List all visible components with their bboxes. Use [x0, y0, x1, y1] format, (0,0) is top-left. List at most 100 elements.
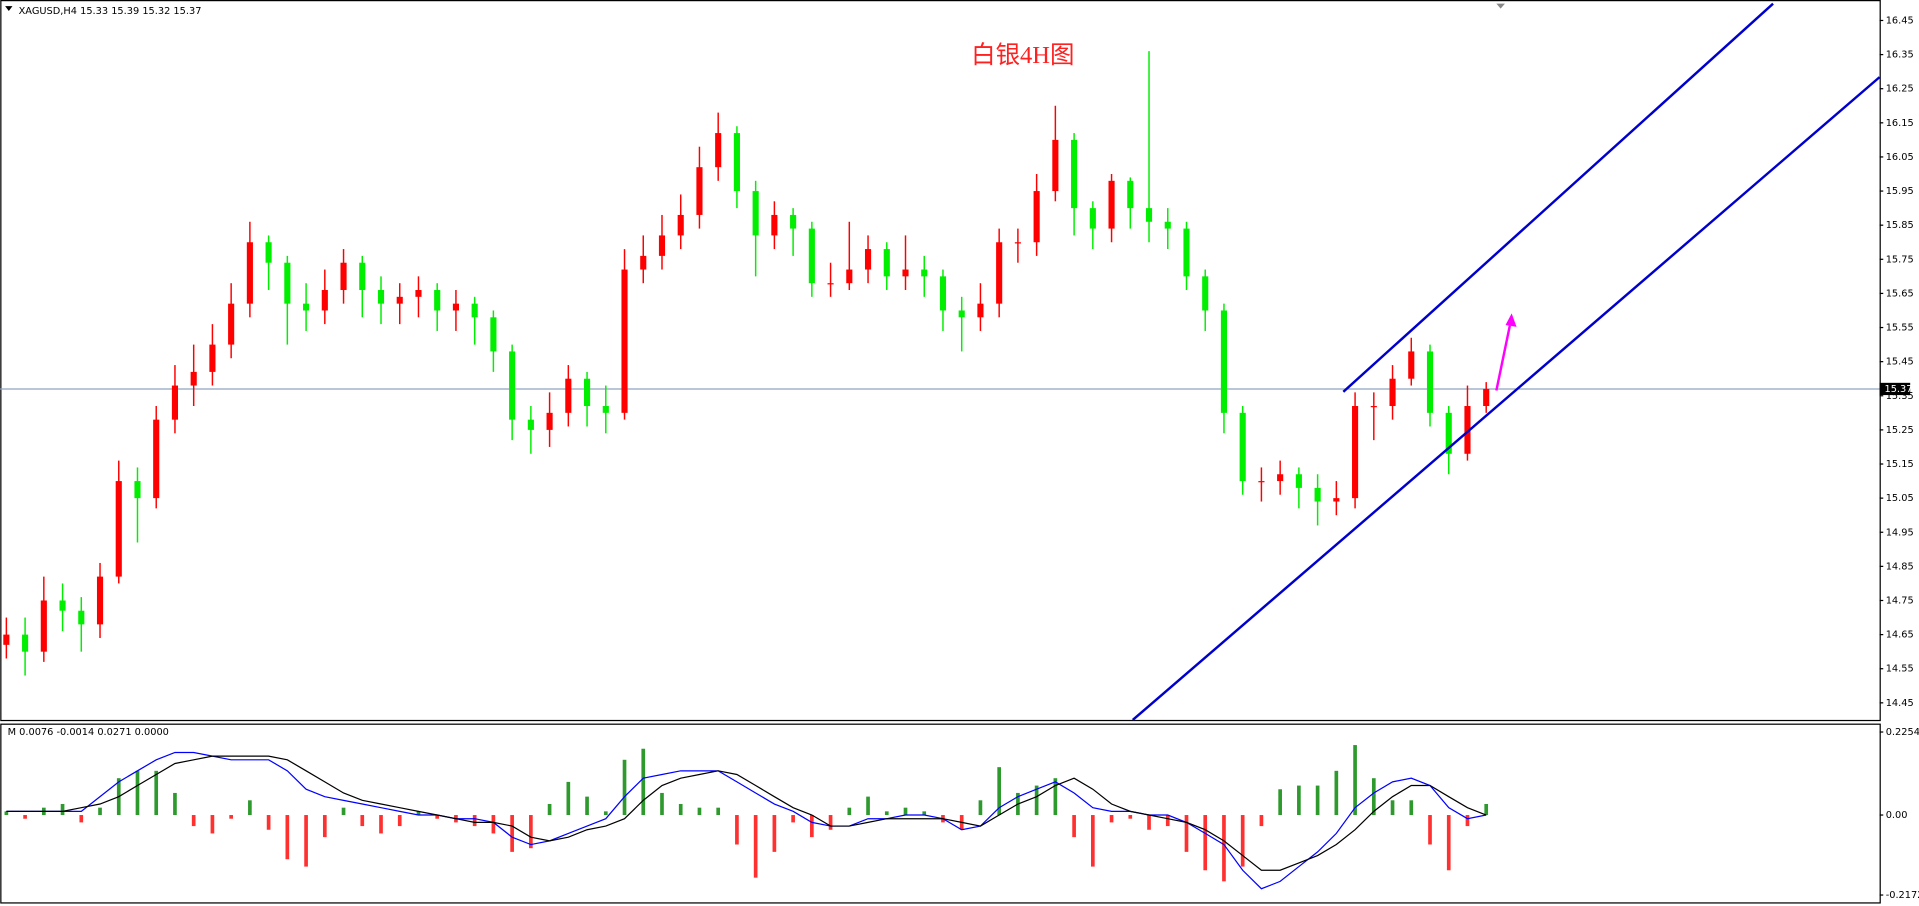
candle-body: [190, 371, 197, 386]
macd-histogram-bar: [1222, 815, 1226, 882]
macd-histogram-bar: [1147, 815, 1151, 830]
y-tick-label: 16.35: [1886, 50, 1914, 61]
macd-histogram-bar: [641, 748, 646, 816]
macd-histogram-bar: [1465, 815, 1470, 827]
candle-body: [377, 290, 385, 304]
candle-body: [1014, 242, 1021, 244]
candle-body: [1333, 498, 1340, 502]
candle-body: [771, 214, 778, 236]
macd-histogram-bar: [285, 815, 290, 860]
y-tick-label: 15.55: [1886, 323, 1914, 334]
macd-line: [6, 751, 1487, 890]
macd-histogram-bar: [660, 792, 664, 816]
candle-body: [228, 303, 235, 345]
macd-title: M 0.0076 -0.0014 0.0271 0.0000: [8, 727, 169, 738]
y-tick-label: 15.65: [1886, 288, 1914, 299]
candle-body: [527, 419, 534, 430]
candle-body: [1352, 406, 1359, 499]
macd-histogram-bar: [772, 815, 777, 852]
macd-panel-frame: [0, 723, 1881, 904]
y-tick-label: 15.05: [1886, 493, 1914, 504]
candle-body: [171, 385, 179, 420]
candle-body: [546, 412, 553, 430]
macd-histogram-bar: [1390, 800, 1395, 816]
candle-body: [696, 167, 703, 215]
candle-body: [883, 249, 890, 277]
candle-body: [396, 296, 403, 304]
candle-body: [1071, 139, 1078, 209]
macd-histogram-bar: [416, 811, 421, 816]
candle-body: [1033, 191, 1040, 243]
macd-histogram-bar: [397, 815, 402, 827]
macd-histogram-bar: [341, 807, 346, 816]
y-tick-label: 14.85: [1886, 561, 1914, 572]
dropdown-icon[interactable]: [5, 6, 13, 12]
candle-body: [1258, 481, 1265, 483]
macd-histogram-bar: [154, 770, 159, 816]
candle-body: [1108, 180, 1115, 229]
macd-histogram-bar: [1409, 800, 1414, 816]
macd-histogram-bar: [1334, 770, 1339, 816]
macd-histogram-bar: [135, 770, 140, 816]
macd-histogram-bar: [1090, 815, 1095, 867]
macd-histogram-bar: [435, 815, 440, 819]
candle-body: [1220, 310, 1228, 413]
macd-histogram-bar: [566, 781, 571, 816]
current-price-box: [1879, 382, 1911, 396]
macd-histogram-bar: [322, 815, 327, 838]
candle-body: [303, 303, 310, 311]
annotation: 白银4H图: [971, 41, 1074, 69]
candle-body: [3, 634, 10, 645]
candle-body: [452, 303, 459, 311]
candle-body: [565, 378, 572, 413]
y-tick-label: 15.15: [1886, 459, 1914, 470]
macd-line: [6, 755, 1487, 871]
macd-histogram-bar: [847, 807, 852, 816]
projection-arrow: [1495, 325, 1512, 391]
candle-body: [1445, 412, 1452, 454]
shift-marker[interactable]: [1496, 3, 1505, 9]
macd-histogram-bar: [1109, 815, 1114, 823]
macd-histogram-bar: [1428, 815, 1432, 845]
macd-histogram-bar: [510, 815, 514, 852]
macd-histogram-bar: [716, 807, 721, 816]
macd-histogram-bar: [678, 803, 683, 816]
y-tick-label: 15.45: [1886, 357, 1914, 368]
candle-body: [1464, 406, 1471, 454]
macd-histogram-bar: [529, 815, 533, 849]
y-tick-label: 16.05: [1886, 152, 1914, 163]
candle-body: [1145, 208, 1153, 222]
macd-histogram-bar: [791, 815, 795, 823]
macd-histogram-bar: [1278, 789, 1282, 816]
candle-body: [1239, 412, 1246, 482]
candle-body: [1164, 221, 1171, 229]
candle-body: [827, 283, 834, 285]
candle-body: [583, 378, 591, 407]
y-tick-label: 0.2254: [1886, 727, 1919, 738]
macd-histogram-bar: [697, 807, 702, 816]
candle-body: [78, 610, 85, 625]
macd-histogram-bar: [1128, 815, 1133, 819]
current-price-label: 15.37: [1884, 384, 1912, 395]
macd-histogram-bar: [1446, 815, 1451, 871]
candle-body: [1426, 351, 1434, 413]
candle-body: [658, 235, 666, 256]
macd-histogram-bar: [1203, 815, 1208, 871]
candle-body: [752, 191, 759, 236]
macd-histogram-bar: [79, 815, 84, 823]
candle-body: [1127, 180, 1134, 209]
y-tick-label: 16.45: [1886, 15, 1914, 26]
macd-histogram-bar: [1034, 785, 1039, 816]
candle-body: [40, 600, 47, 652]
candle-body: [22, 634, 29, 652]
macd-histogram-bar: [1259, 815, 1264, 827]
macd-histogram-bar: [810, 815, 814, 838]
candle-body: [846, 269, 853, 284]
candle-body: [1277, 474, 1284, 482]
candle-body: [153, 419, 160, 499]
macd-histogram-bar: [1371, 778, 1376, 816]
y-tick-label: 16.25: [1886, 84, 1914, 95]
candle-body: [134, 481, 141, 499]
macd-histogram-bar: [622, 759, 627, 816]
